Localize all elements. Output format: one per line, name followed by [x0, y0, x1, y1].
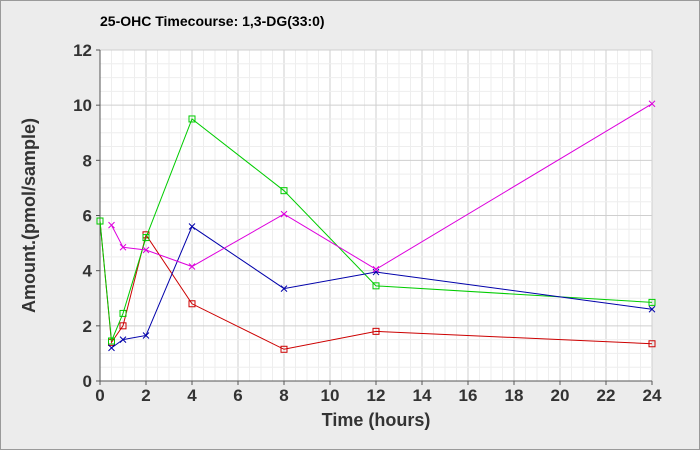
y-tick-label: 0	[83, 372, 92, 391]
chart-title: 25-OHC Timecourse: 1,3-DG(33:0)	[100, 13, 325, 29]
grid	[99, 49, 653, 382]
series-2	[96, 115, 656, 345]
y-tick-label: 12	[73, 41, 92, 60]
y-tick-label: 8	[83, 151, 92, 170]
data-point	[648, 305, 656, 313]
x-tick-label: 24	[643, 386, 662, 405]
data-point	[119, 322, 127, 330]
data-point	[372, 265, 380, 273]
data-point	[372, 327, 380, 335]
x-tick-label: 10	[321, 386, 340, 405]
series-line	[99, 118, 653, 342]
x-tick-label: 14	[413, 386, 432, 405]
data-point	[648, 298, 656, 306]
y-tick-label: 4	[83, 262, 93, 281]
x-tick-label: 0	[95, 386, 104, 405]
axes	[96, 49, 653, 385]
y-tick-label: 6	[83, 207, 92, 226]
y-axis-label: Amount.(pmol/sample)	[19, 118, 39, 313]
data-point	[142, 234, 150, 242]
data-point	[372, 282, 380, 290]
x-tick-label: 6	[233, 386, 242, 405]
series-3	[108, 223, 656, 352]
data-point	[280, 345, 288, 353]
series	[96, 100, 656, 353]
x-tick-label: 12	[367, 386, 386, 405]
data-point	[108, 344, 115, 352]
data-point	[119, 309, 127, 317]
data-point	[188, 223, 196, 230]
y-tick-label: 2	[83, 317, 92, 336]
data-point	[108, 337, 115, 345]
data-point	[188, 263, 196, 270]
y-tick-label: 10	[73, 96, 92, 115]
data-point	[372, 268, 380, 276]
x-axis-label: Time (hours)	[322, 410, 431, 430]
data-point	[188, 115, 196, 123]
data-point	[96, 217, 104, 225]
data-point	[280, 285, 288, 292]
data-point	[280, 210, 288, 218]
x-tick-label: 18	[505, 386, 524, 405]
x-tick-label: 4	[187, 386, 197, 405]
data-point	[648, 340, 656, 348]
data-point	[188, 300, 196, 308]
x-tick-label: 16	[459, 386, 478, 405]
data-point	[142, 332, 150, 339]
data-point	[280, 187, 288, 195]
data-point	[142, 246, 150, 254]
x-tick-label: 22	[597, 386, 616, 405]
series-4	[108, 100, 656, 273]
x-tick-label: 2	[141, 386, 150, 405]
x-tick-label: 8	[279, 386, 288, 405]
data-point	[108, 221, 115, 229]
data-point	[119, 243, 127, 251]
data-point	[119, 336, 127, 343]
data-point	[648, 100, 656, 108]
x-tick-label: 20	[551, 386, 570, 405]
